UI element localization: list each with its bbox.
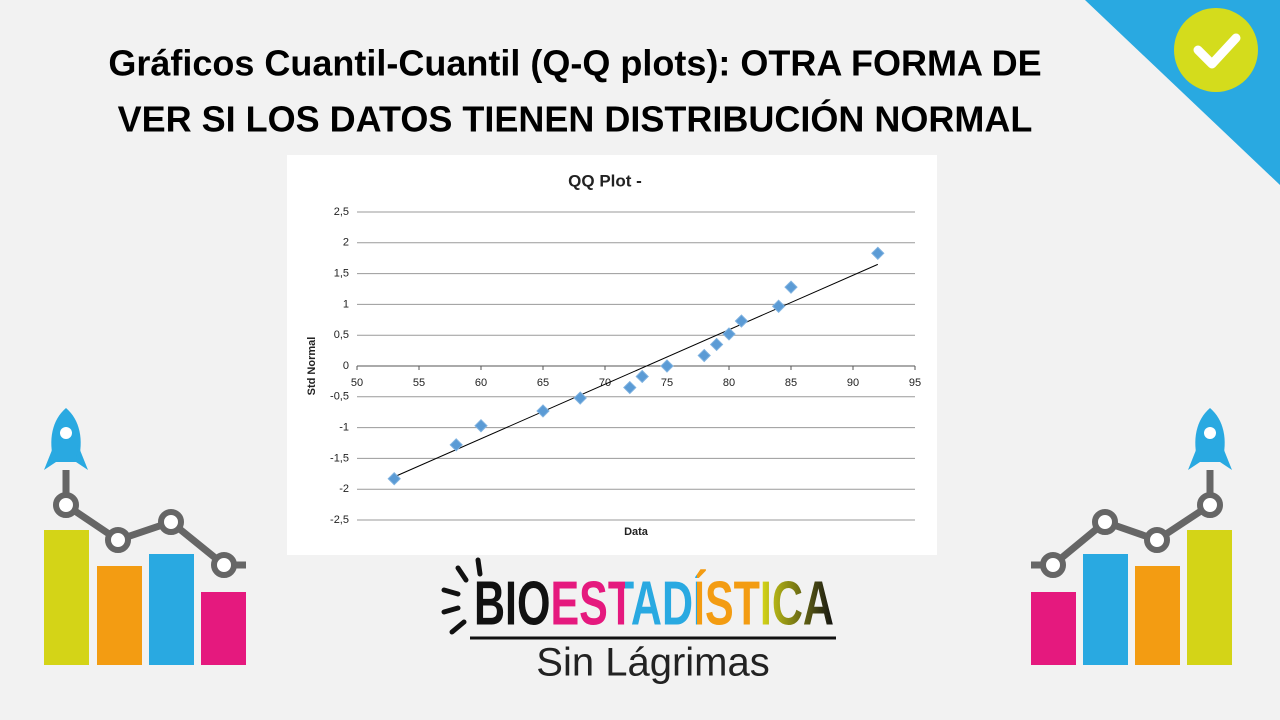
y-tick-label: 2 [343, 237, 349, 249]
data-point [536, 404, 550, 418]
trendline [393, 263, 879, 478]
y-tick-label: 1,5 [334, 268, 349, 280]
x-tick-label: 90 [847, 377, 859, 389]
chart-title: QQ Plot - [568, 171, 642, 190]
y-tick-label: -1,5 [330, 452, 349, 464]
y-tick-label: -2 [339, 483, 349, 495]
data-point [871, 246, 885, 260]
x-tick-label: 95 [909, 377, 921, 389]
data-point [722, 327, 736, 341]
data-point [734, 314, 749, 328]
x-tick-label: 60 [475, 377, 487, 389]
logo-tagline: Sin Lágrimas [536, 641, 769, 685]
x-axis-label: Data [624, 526, 649, 538]
data-point [784, 280, 798, 294]
check-badge [1174, 8, 1258, 92]
data-point [623, 380, 637, 395]
data-point [474, 419, 488, 433]
y-tick-label: -2,5 [330, 514, 349, 526]
x-tick-label: 70 [599, 377, 611, 389]
data-point [635, 369, 649, 384]
data-point [771, 299, 786, 313]
data-point [387, 472, 401, 486]
logo-name: BIOESTADÍSTICA [474, 569, 834, 638]
chart-area [287, 155, 937, 555]
x-tick-label: 75 [661, 377, 673, 389]
y-tick-label: 0,5 [334, 329, 349, 341]
y-tick-label: 0 [343, 360, 349, 372]
y-tick-label: -0,5 [330, 391, 349, 403]
y-axis-label: Std Normal [306, 337, 318, 396]
decor-left [44, 408, 246, 665]
x-tick-label: 80 [723, 377, 735, 389]
logo-sparks [441, 557, 483, 635]
y-tick-label: 1 [343, 298, 349, 310]
data-point [660, 359, 674, 373]
x-tick-label: 50 [351, 377, 363, 389]
data-point [709, 337, 724, 352]
x-tick-label: 65 [537, 377, 549, 389]
y-tick-label: -1 [339, 422, 349, 434]
slide-title: VER SI LOS DATOS TIENEN DISTRIBUCIÓN NOR… [118, 98, 1033, 140]
decor-right [1031, 408, 1232, 665]
check-icon [1193, 33, 1241, 69]
chart: QQ Plot - Data Std Normal -2,5 -2 -1,5 -1 -0… [306, 171, 921, 537]
slide-title: Gráficos Cuantil-Cuantil (Q-Q plots): OT… [108, 43, 1041, 84]
data-point [573, 391, 587, 405]
y-tick-label: 2,5 [334, 206, 349, 218]
x-tick-label: 55 [413, 377, 425, 389]
data-point [449, 438, 463, 452]
x-tick-label: 85 [785, 377, 797, 389]
data-point [697, 348, 711, 363]
